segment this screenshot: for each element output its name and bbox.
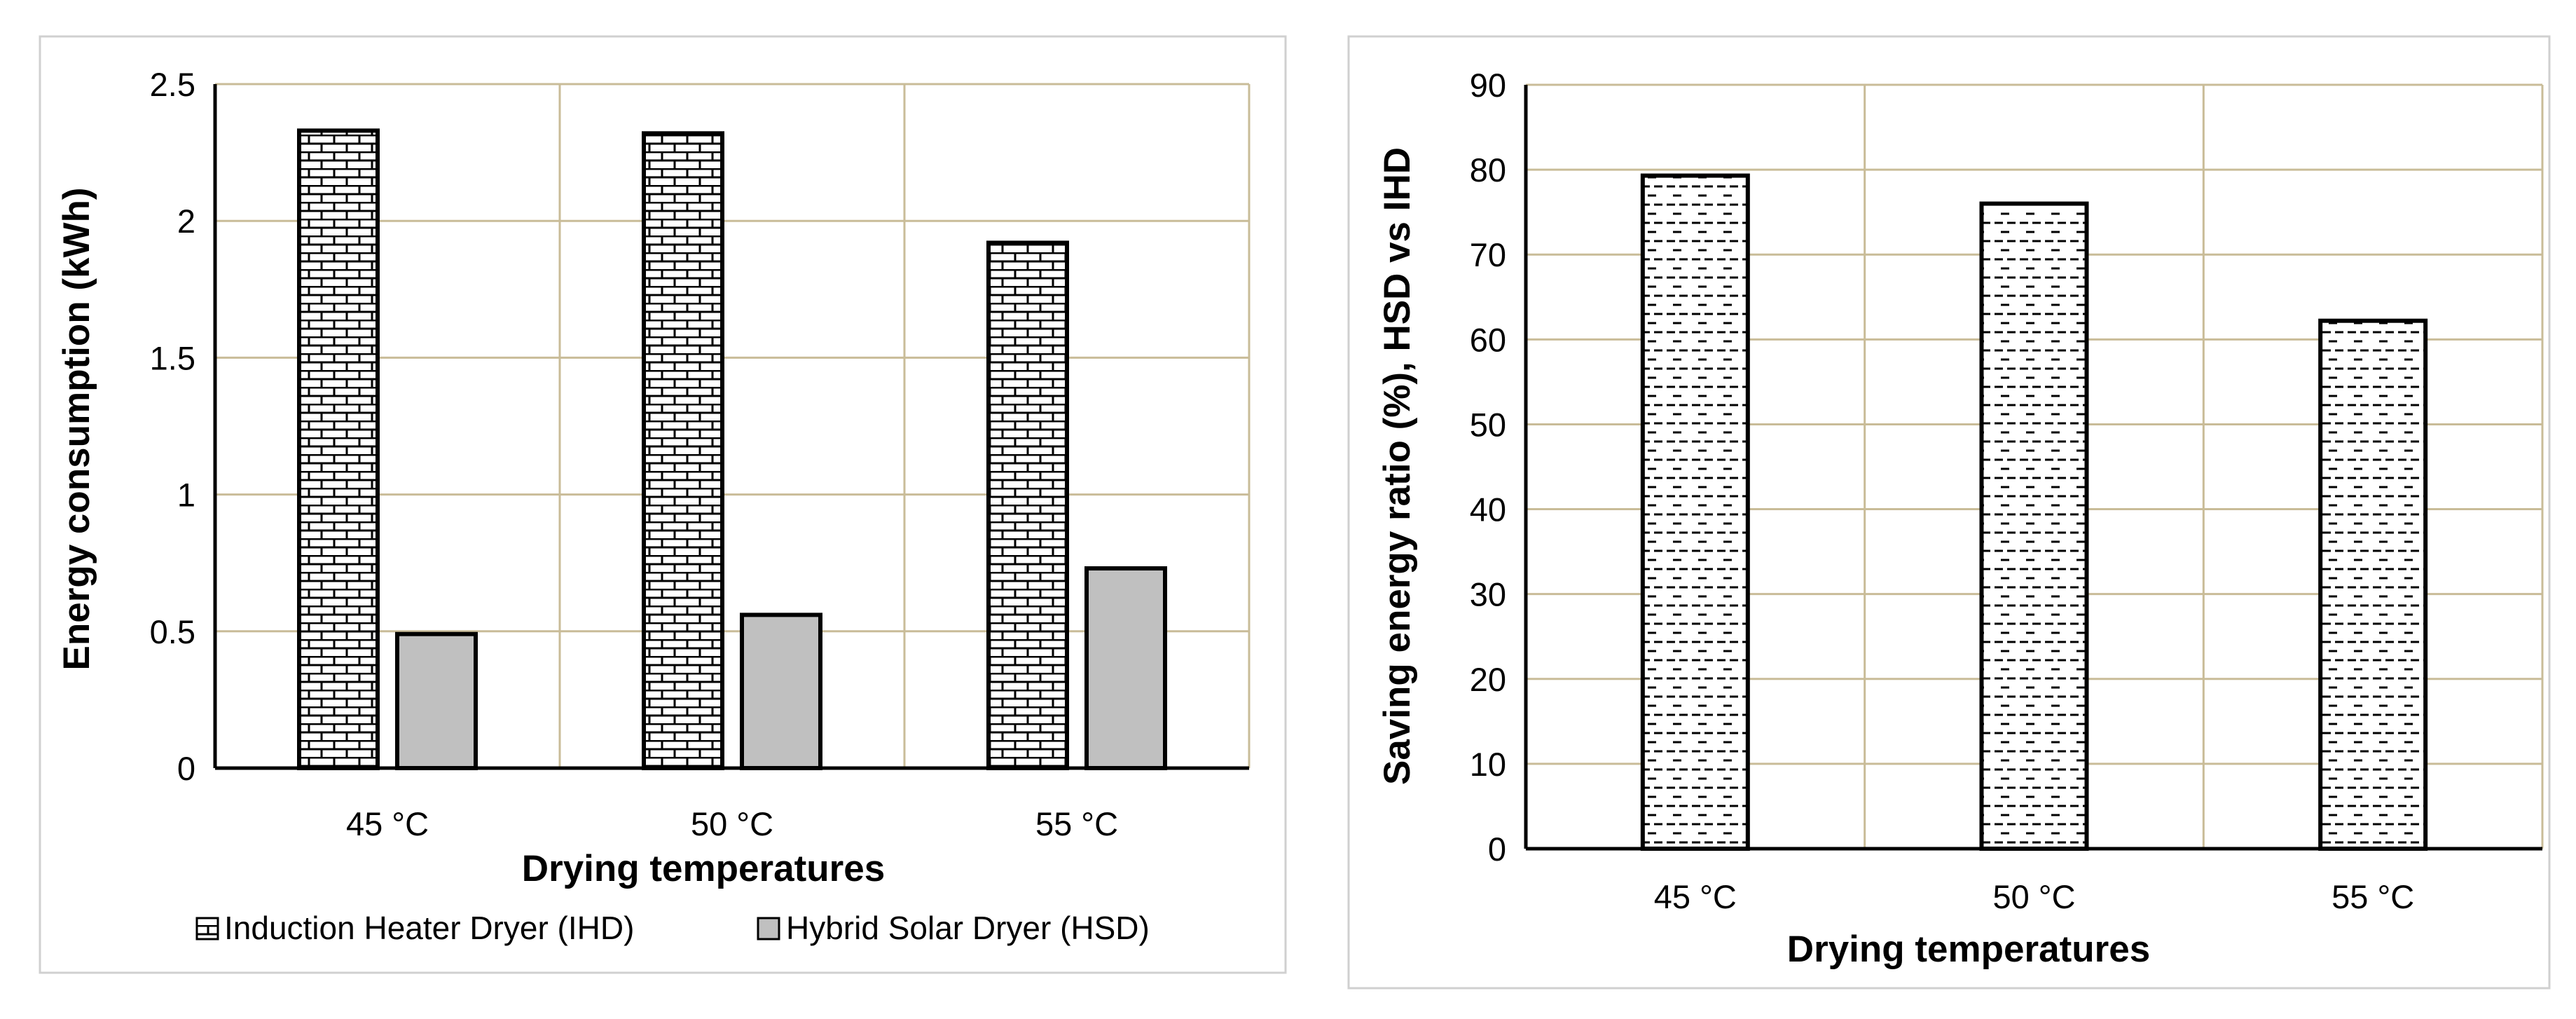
y-tick-labels: 0 10 20 30 40 50 60 70 80 90 [1470,67,1506,868]
y-tick-label: 80 [1470,151,1506,189]
x-tick-labels: 45 °C 50 °C 55 °C [1654,878,2414,915]
legend-label-ihd: Induction Heater Dryer (IHD) [224,910,634,946]
bar-saving-1 [1979,201,2089,851]
y-tick-label: 40 [1470,491,1506,528]
y-tick-label: 50 [1470,406,1506,443]
gridlines [215,83,1251,768]
y-tick-label: 2 [177,203,195,240]
y-tick-label: 0 [1488,830,1506,868]
y-axis-title: Energy consumption (kWh) [56,188,97,671]
bar-ihd-0 [297,128,380,771]
bar-ihd-2 [986,240,1069,770]
x-axis-title: Drying temperatures [522,848,885,889]
axes [1524,85,2542,851]
energy-consumption-chart: 0 0.5 1 1.5 2 2.5 45 °C 50 °C 55 °C Drying temp… [39,35,1287,974]
y-tick-label: 0.5 [150,613,195,650]
y-tick-label: 70 [1470,236,1506,273]
legend-swatch-ihd [195,917,219,941]
x-tick-label: 50 °C [1992,878,2075,915]
legend: Induction Heater Dryer (IHD) Hybrid Sola… [195,910,1150,946]
x-tick-label: 45 °C [346,805,429,842]
y-axis-title: Saving energy ratio (%), HSD vs IHD [1377,147,1418,785]
y-tick-label: 90 [1470,67,1506,104]
legend-label-hsd: Hybrid Solar Dryer (HSD) [786,910,1150,946]
x-tick-label: 55 °C [2332,878,2414,915]
x-tick-label: 50 °C [691,805,773,842]
y-tick-labels: 0 0.5 1 1.5 2 2.5 [150,66,195,787]
y-tick-label: 2.5 [150,66,195,103]
legend-swatch-hsd [757,917,780,941]
y-tick-label: 10 [1470,746,1506,783]
y-tick-label: 20 [1470,661,1506,698]
bars [297,128,1167,771]
bar-hsd-0 [395,631,478,770]
y-tick-label: 60 [1470,321,1506,358]
x-tick-label: 45 °C [1654,878,1737,915]
x-tick-label: 55 °C [1035,805,1118,842]
bar-hsd-1 [740,613,822,770]
y-tick-label: 1.5 [150,339,195,376]
bar-hsd-2 [1084,566,1167,770]
axes [213,84,1249,770]
bars [1640,173,2428,852]
bar-ihd-1 [642,131,724,771]
y-tick-label: 30 [1470,576,1506,613]
bar-saving-2 [2318,318,2428,851]
x-tick-labels: 45 °C 50 °C 55 °C [346,805,1118,842]
x-axis-title: Drying temperatures [1787,929,2150,970]
y-tick-label: 0 [177,750,195,787]
bar-saving-0 [1640,173,1750,852]
saving-energy-ratio-chart: 0 10 20 30 40 50 60 70 80 90 45 °C 50 °C 55 °C Dryi… [1347,35,2551,990]
y-tick-label: 1 [177,477,195,514]
